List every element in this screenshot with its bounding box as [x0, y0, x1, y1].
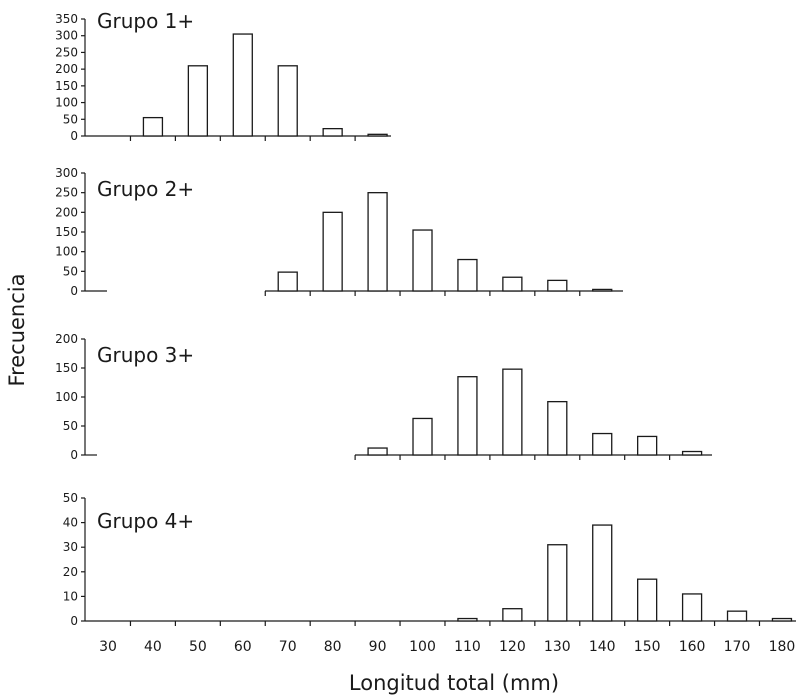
y-tick-label: 200: [55, 62, 78, 76]
x-tick-label: 80: [324, 639, 342, 655]
y-tick-label: 200: [55, 205, 78, 219]
bar-140: [592, 288, 613, 292]
bar-90: [367, 133, 388, 137]
bar-100: [412, 229, 433, 292]
x-tick-label: 180: [769, 639, 796, 655]
bar-130: [547, 400, 568, 456]
x-tick-label: 130: [544, 639, 571, 655]
y-tick-label: 0: [70, 614, 78, 628]
panel-title: Grupo 2+: [97, 177, 194, 201]
bar-110: [457, 376, 478, 456]
y-tick-label: 150: [55, 79, 78, 93]
bar-160: [681, 593, 703, 622]
x-tick-labels: 30 40 50 60 70 80 90 100 110 120 130 140 150 160 170 18…: [99, 639, 795, 655]
panel-title: Grupo 1+: [97, 9, 194, 33]
x-tick-label: 40: [144, 639, 162, 655]
bar-160: [681, 450, 703, 456]
bar-70: [277, 65, 298, 137]
y-tick-label: 0: [70, 448, 78, 462]
panel-title: Grupo 3+: [97, 343, 194, 367]
bar-70: [277, 271, 298, 292]
bar-60: [232, 33, 253, 137]
y-tick-label: 20: [63, 565, 78, 579]
x-tick-label: 90: [369, 639, 387, 655]
bar-120: [502, 368, 523, 456]
y-tick-label: 150: [55, 225, 78, 239]
y-tick-label: 50: [63, 419, 78, 433]
y-tick-label: 100: [55, 245, 78, 259]
bar-100: [412, 417, 433, 456]
bar-150: [637, 435, 658, 456]
y-tick-label: 30: [63, 540, 78, 554]
x-tick-label: 160: [679, 639, 706, 655]
x-axis-label: Longitud total (mm): [349, 671, 559, 695]
y-tick-label: 200: [55, 332, 78, 346]
bar-110: [457, 258, 478, 292]
y-tick-label: 150: [55, 361, 78, 375]
x-tick-label: 110: [454, 639, 481, 655]
y-axis-label: Frecuencia: [5, 274, 29, 387]
y-tick-label: 0: [70, 129, 78, 143]
x-tick-label: 120: [499, 639, 526, 655]
y-tick-label: 250: [55, 186, 78, 200]
bar-40: [142, 116, 164, 137]
panel-title: Grupo 4+: [97, 509, 194, 533]
bar-120: [502, 276, 523, 292]
bar-180: [771, 617, 793, 622]
bar-130: [547, 279, 568, 292]
y-tick-label: 0: [70, 284, 78, 298]
y-tick-label: 50: [63, 491, 78, 505]
y-tick-label: 100: [55, 390, 78, 404]
y-tick-label: 40: [63, 516, 78, 530]
bar-90: [367, 447, 388, 456]
panel-3: 0 50 100 150 200 Grupo 3+: [55, 332, 712, 462]
x-tick-label: 170: [724, 639, 751, 655]
y-tick-label: 10: [63, 589, 78, 603]
x-tick-label: 140: [589, 639, 616, 655]
bar-140: [592, 524, 613, 622]
bar-80: [322, 211, 343, 292]
x-tick-label: 50: [189, 639, 207, 655]
y-tick-label: 50: [63, 112, 78, 126]
bar-110: [457, 617, 478, 622]
x-tick-label: 30: [99, 639, 117, 655]
panel-1: 0 50 100 150 200 250 300 350 Grupo 1+: [55, 9, 391, 143]
y-tick-label: 50: [63, 264, 78, 278]
bar-120: [502, 608, 523, 622]
y-tick-label: 250: [55, 45, 78, 59]
bar-140: [592, 432, 613, 456]
bar-130: [547, 544, 568, 622]
x-tick-label: 100: [409, 639, 436, 655]
bar-170: [726, 610, 748, 622]
x-tick-label: 60: [234, 639, 252, 655]
bar-80: [322, 127, 343, 137]
panel-4: 0 10 20 30 40 50 Grupo 4+: [63, 491, 796, 628]
panel-2: 0 50 100 150 200 250 300 Grupo 2+: [55, 166, 623, 298]
x-tick-label: 70: [279, 639, 297, 655]
y-tick-label: 300: [55, 166, 78, 180]
y-tick-label: 300: [55, 29, 78, 43]
y-tick-label: 100: [55, 96, 78, 110]
x-tick-label: 150: [634, 639, 661, 655]
bar-90: [367, 192, 388, 292]
bar-50: [187, 65, 209, 137]
bar-150: [637, 578, 658, 622]
y-tick-label: 350: [55, 12, 78, 26]
